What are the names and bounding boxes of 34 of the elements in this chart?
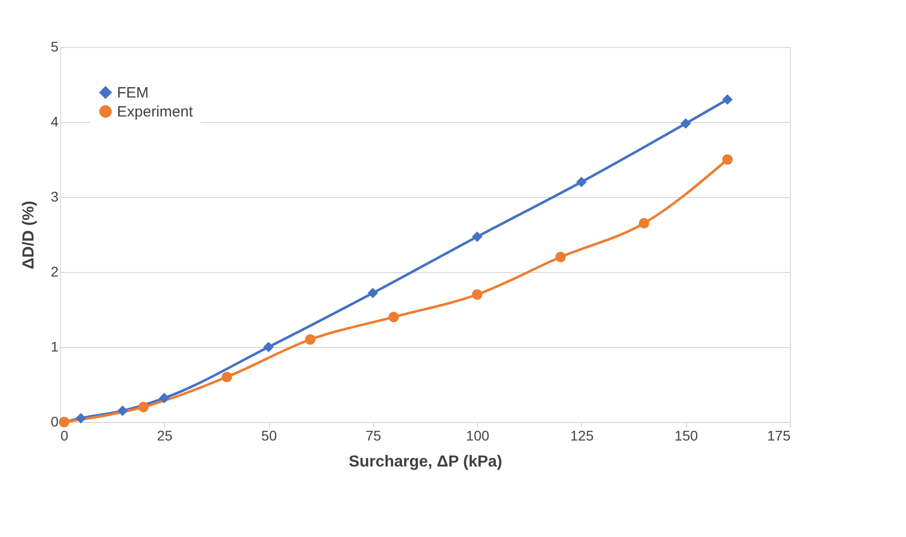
x-tick-label: 175 <box>767 428 791 444</box>
point <box>722 94 733 105</box>
point <box>305 334 316 345</box>
point <box>117 406 128 416</box>
y-axis-title: ΔD/D (%) <box>20 200 38 270</box>
y-tick-label: 0 <box>50 414 59 430</box>
point <box>576 176 587 188</box>
legend-label: FEM <box>117 84 149 102</box>
point <box>222 372 232 382</box>
point <box>159 392 170 404</box>
y-tick-label: 1 <box>50 338 59 354</box>
x-tick-label: 100 <box>466 428 490 444</box>
x-tick-label: 125 <box>570 428 594 444</box>
point <box>368 288 378 298</box>
y-tick-label: 4 <box>50 114 59 130</box>
point <box>388 312 399 322</box>
point <box>555 252 566 262</box>
point <box>76 413 86 424</box>
y-tick-label: 5 <box>50 38 59 54</box>
y-tick-label: 2 <box>50 264 59 280</box>
point <box>680 118 691 129</box>
point <box>722 154 733 165</box>
point <box>138 402 149 412</box>
legend-label: Experiment <box>117 104 194 120</box>
x-tick-label: 25 <box>156 428 173 444</box>
x-axis-title: Surcharge, ΔP (kPa) <box>348 454 502 470</box>
point <box>472 289 482 300</box>
point <box>472 232 482 242</box>
x-tick-label: 150 <box>674 428 698 444</box>
x-tick-label: 75 <box>366 428 382 444</box>
point <box>263 342 274 352</box>
y-tick-label: 3 <box>50 188 59 204</box>
x-tick-label: 50 <box>261 428 278 444</box>
point <box>638 218 650 228</box>
